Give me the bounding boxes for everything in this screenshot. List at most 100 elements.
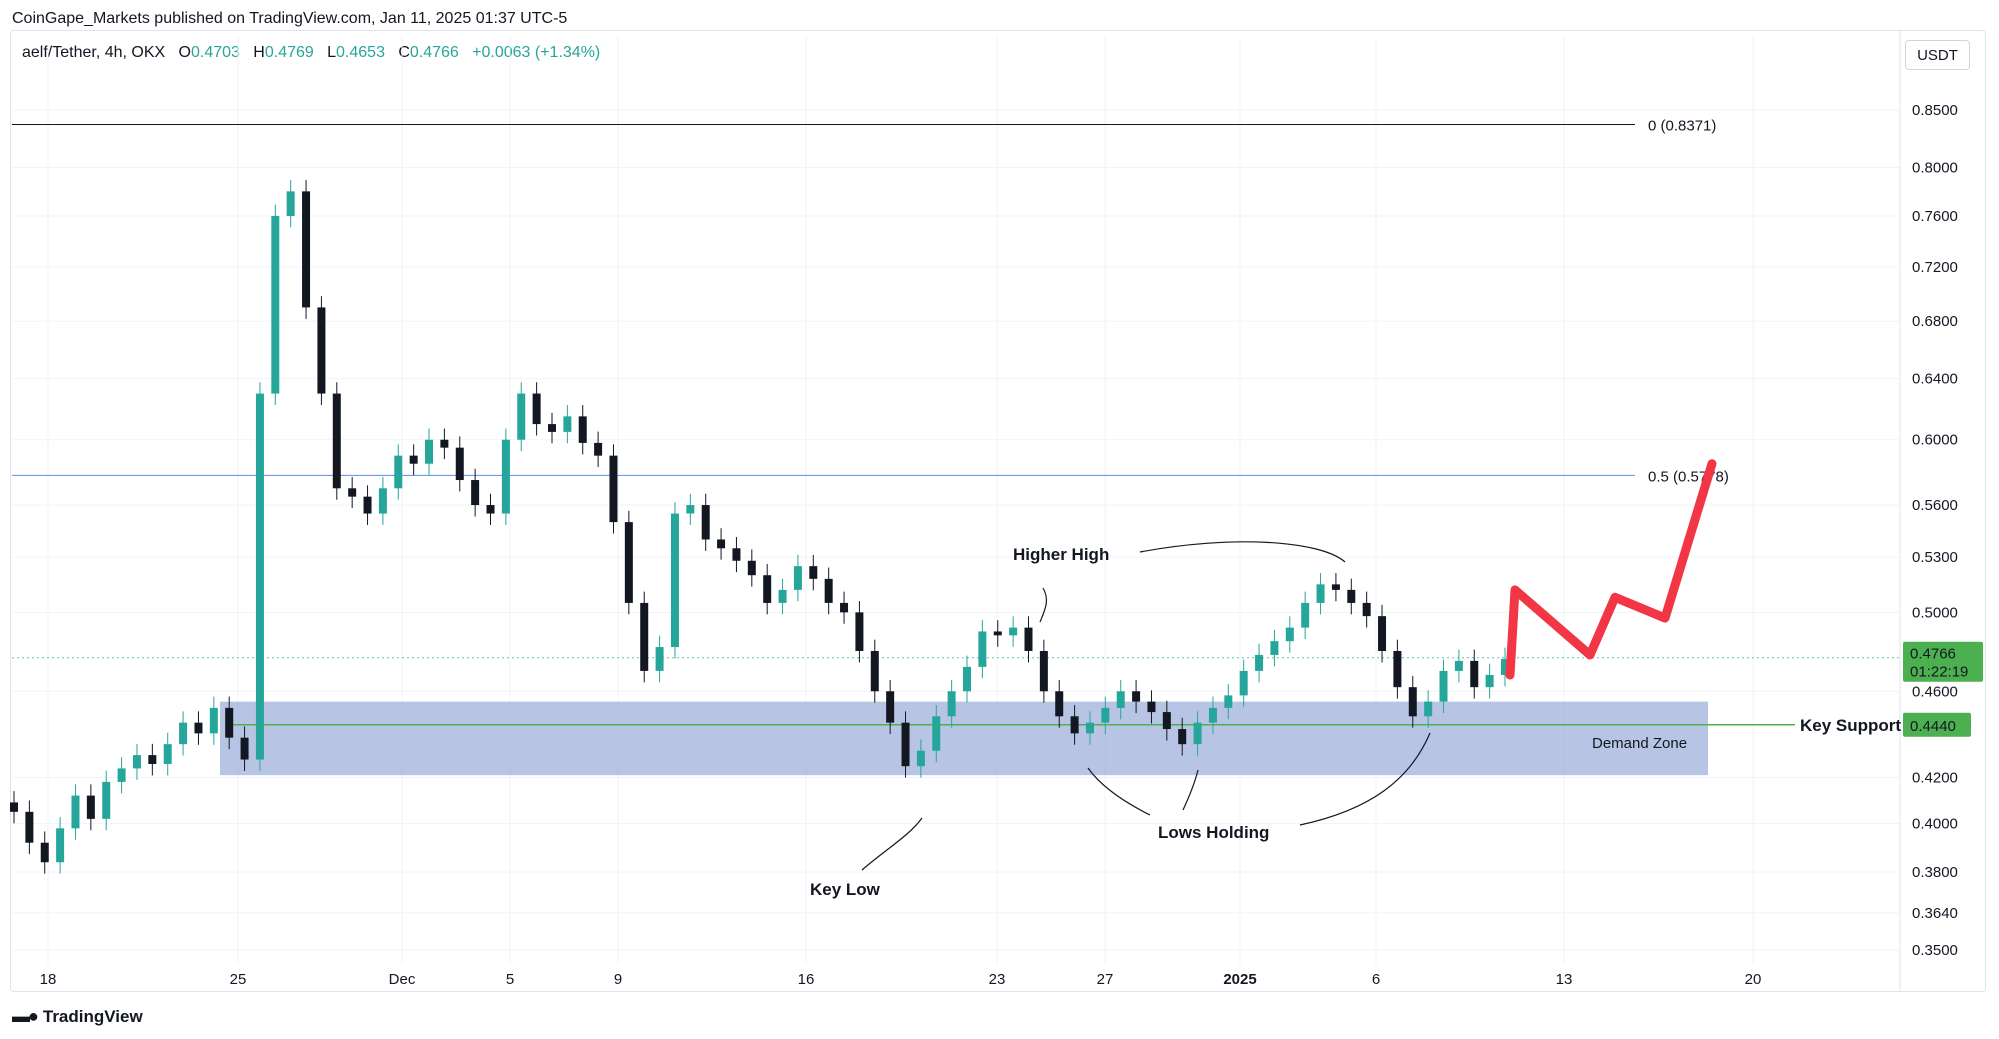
annotation-arrow (1299, 732, 1431, 826)
open-value: 0.4703 (191, 44, 240, 61)
last-price-value: 0.4766 (1910, 646, 1956, 663)
forecast-path (1505, 459, 1717, 680)
candle-body (86, 795, 95, 819)
candle-body (455, 447, 464, 481)
tradingview-logo-icon: ▬● (12, 1006, 39, 1026)
candle-body (517, 393, 526, 440)
open-label: O (178, 44, 191, 61)
candle-body (10, 802, 18, 812)
candle-body (1009, 627, 1018, 636)
candle-body (1224, 695, 1233, 708)
y-tick-label: 0.4200 (1912, 769, 1958, 786)
candle-body (655, 647, 664, 671)
candle-body (1070, 716, 1079, 734)
candle-body (609, 455, 618, 523)
close-value: 0.4766 (409, 44, 459, 61)
candle-body (578, 416, 587, 443)
y-tick-label: 0.5600 (1912, 497, 1958, 514)
y-tick-label: 0.4600 (1912, 683, 1958, 700)
candle-body (1470, 660, 1479, 688)
candle-body (394, 455, 403, 489)
candle-body (686, 505, 695, 514)
y-tick-label: 0.3640 (1912, 905, 1958, 922)
candle-body (25, 811, 34, 843)
candle-body (563, 416, 572, 432)
x-tick-label: 25 (230, 971, 247, 988)
candle-body (332, 393, 341, 489)
candle-body (209, 707, 218, 734)
x-tick-label: 9 (614, 971, 622, 988)
annotation-arrow (1139, 541, 1346, 563)
candle-body (701, 505, 710, 540)
high-label: H (253, 44, 265, 61)
key-support-badge (1903, 712, 1971, 737)
y-tick-label: 0.3800 (1912, 864, 1958, 881)
candle-body (1116, 691, 1125, 708)
candle-body (255, 393, 264, 760)
candle-body (886, 691, 895, 723)
candle-body (1301, 602, 1310, 628)
tradingview-logo-text: TradingView (42, 1006, 143, 1026)
close-label: C (398, 44, 410, 61)
x-tick-label: 20 (1745, 971, 1762, 988)
grid (12, 36, 1900, 965)
candle-body (1239, 670, 1248, 696)
y-tick-label: 0.7200 (1912, 259, 1958, 276)
candle-body (179, 722, 188, 745)
currency-button[interactable]: USDT (1905, 40, 1970, 70)
candle-body (963, 666, 972, 692)
candle-body (855, 612, 864, 651)
candle-body (824, 578, 833, 603)
low-label: L (327, 44, 337, 61)
x-tick-label: 2025 (1223, 971, 1256, 988)
symbol-label: aelf/Tether, 4h, OKX (22, 44, 166, 61)
y-tick-label: 0.8500 (1912, 102, 1958, 119)
publisher-line: CoinGape_Markets published on TradingVie… (12, 10, 568, 27)
candle-body (425, 439, 434, 464)
candle-body (317, 307, 326, 394)
y-tick-label: 0.6800 (1912, 313, 1958, 330)
candle-body (1378, 616, 1387, 651)
candle-body (71, 795, 80, 829)
y-tick-label: 0.4000 (1912, 816, 1958, 833)
y-tick-label: 0.5300 (1912, 549, 1958, 566)
candle-body (1439, 670, 1448, 702)
candle-body (286, 191, 295, 216)
candle-body (148, 755, 157, 764)
candle-body (501, 439, 510, 514)
demand-zone-rect (220, 701, 1708, 776)
candle-body (947, 691, 956, 717)
candle-body (409, 455, 418, 464)
candle-body (378, 488, 387, 514)
y-tick-label: 0.3500 (1912, 942, 1958, 959)
candle-body (640, 602, 649, 671)
y-tick-label: 0.5000 (1912, 604, 1958, 621)
candle-body (624, 522, 633, 603)
candle-body (916, 750, 925, 767)
candle-body (1362, 602, 1371, 617)
y-tick-label: 0.7600 (1912, 208, 1958, 225)
last-price-countdown: 01:22:19 (1910, 664, 1968, 681)
annotation-key-low: Key Low (810, 880, 881, 899)
candle-body (102, 781, 111, 819)
candle-body (1331, 584, 1340, 590)
x-tick-label: Dec (389, 971, 416, 988)
candle-body (840, 602, 849, 613)
candle-body (1178, 729, 1187, 745)
candle-body (1132, 691, 1141, 702)
candle-body (1285, 627, 1294, 642)
change-value: +0.0063 (+1.34%) (472, 44, 601, 61)
candle-body (1408, 687, 1417, 717)
candle-body (1501, 658, 1509, 675)
candle-body (1270, 641, 1279, 655)
candle-body (1255, 654, 1264, 671)
candle-body (1347, 589, 1356, 603)
tradingview-logo[interactable]: ▬● TradingView (12, 1006, 143, 1027)
candle-body (670, 513, 679, 648)
time-axis: 18 25 Dec 5 9 16 23 27 2025 6 13 20 (40, 971, 1762, 988)
candle-body (978, 631, 987, 667)
candle-body (717, 539, 726, 549)
candle-body (40, 842, 49, 863)
candle-body (778, 589, 787, 603)
